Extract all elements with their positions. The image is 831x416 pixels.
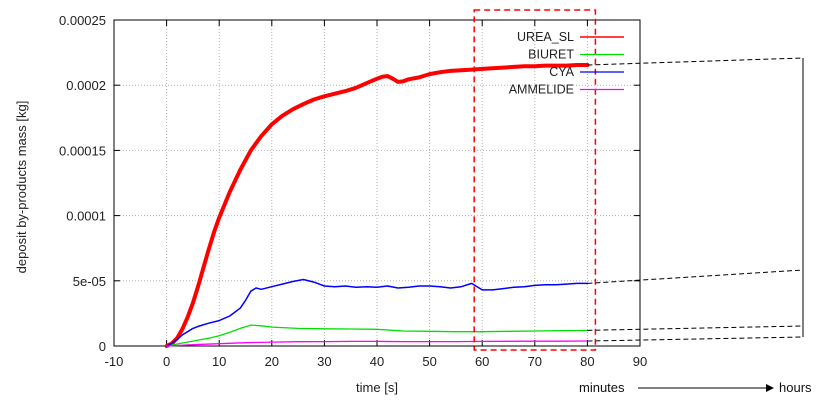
series-layer xyxy=(164,63,590,348)
x-tick-label: 0 xyxy=(163,354,170,369)
annotation-arrow-head xyxy=(766,384,774,392)
x-tick-label: 60 xyxy=(475,354,489,369)
y-tick-label: 0.0001 xyxy=(66,209,106,224)
x-tick-label: 80 xyxy=(580,354,594,369)
legend-label-biuret: BIURET xyxy=(528,48,574,62)
x-tick-label: 20 xyxy=(265,354,279,369)
x-tick-label: 40 xyxy=(370,354,384,369)
y-tick-label: 5e-05 xyxy=(73,274,106,289)
y-tick-label: 0.00025 xyxy=(59,13,106,28)
legend: UREA_SL BIURET CYA AMMELIDE xyxy=(509,30,624,97)
extension-line-urea_sl xyxy=(587,57,804,66)
extension-line-biuret xyxy=(587,325,804,331)
y-tick-label: 0.00015 xyxy=(59,143,106,158)
highlight-box xyxy=(473,9,597,351)
x-tick-label: -10 xyxy=(105,354,124,369)
y-tick-label: 0.0002 xyxy=(66,78,106,93)
plot-frame xyxy=(113,19,641,347)
x-axis-label: time [s] xyxy=(356,380,398,395)
x-tick-label: 50 xyxy=(422,354,436,369)
highlight-rect xyxy=(473,9,597,351)
series-line-ammelide xyxy=(165,340,589,347)
annotation-minutes: minutes xyxy=(579,380,625,395)
series-line-cya xyxy=(165,278,589,347)
x-tick-label: 90 xyxy=(633,354,647,369)
x-tick-label: 70 xyxy=(528,354,542,369)
y-tick-label: 0 xyxy=(99,339,106,354)
extension-line-cya xyxy=(587,269,804,284)
extension-line-ammelide xyxy=(587,336,804,342)
time-scale-annotation: minutes hours xyxy=(579,380,812,395)
series-line-biuret xyxy=(165,324,589,347)
annotation-hours: hours xyxy=(779,380,812,395)
y-axis-label: deposit by-products mass [kg] xyxy=(14,101,29,274)
legend-label-urea_sl: UREA_SL xyxy=(517,30,574,44)
extension-lines xyxy=(587,57,804,342)
legend-label-ammelide: AMMELIDE xyxy=(509,83,574,97)
x-tick-label: 30 xyxy=(317,354,331,369)
axis-labels: time [s] deposit by-products mass [kg] xyxy=(14,101,398,395)
legend-label-cya: CYA xyxy=(549,65,574,79)
series-line-urea_sl xyxy=(164,63,590,348)
x-tick-label: 10 xyxy=(212,354,226,369)
